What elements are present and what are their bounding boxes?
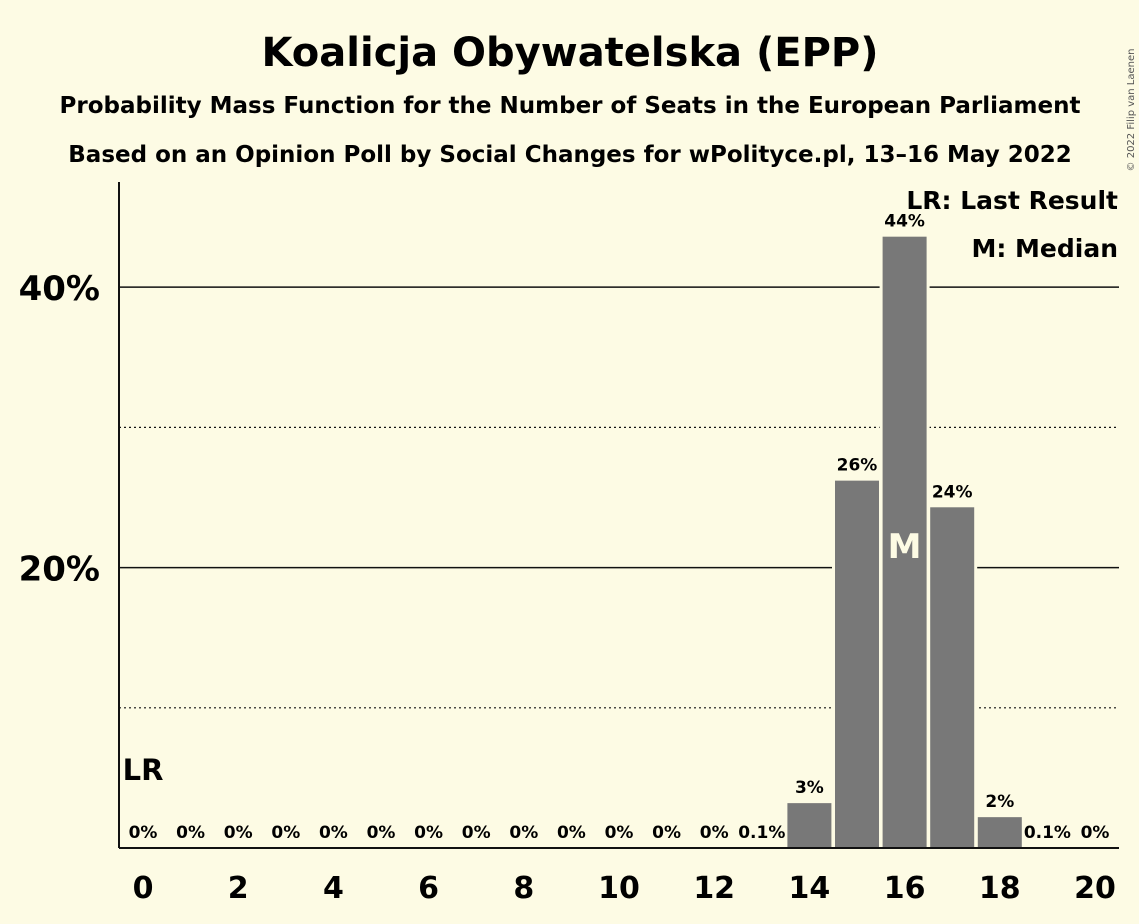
x-tick-label: 6 [418,871,439,906]
bar-value-label: 0% [462,823,491,843]
bar-value-label: 0.1% [738,823,785,843]
bar-value-label: 0% [224,823,253,843]
x-axis-ticks: 0 2 4 6 8 10 12 14 16 18 20 [133,871,1116,906]
x-tick-label: 18 [979,871,1021,906]
bar-value-label: 0% [176,823,205,843]
bar-value-label: 0% [271,823,300,843]
bar-seat-18 [977,817,1022,848]
legend-last-result: LR: Last Result [906,186,1118,215]
x-tick-label: 10 [598,871,640,906]
bar-value-label: 0% [319,823,348,843]
bar-value-labels: 0% 0% 0% 0% 0% 0% 0% 0% 0% 0% 0% 0% 0% 0.1% 3% 26% 44% 24… [129,212,1110,843]
median-marker: M [888,527,922,567]
bar-seat-15 [835,480,879,848]
y-tick-label: 40% [19,269,100,309]
chart-title: Koalicja Obywatelska (EPP) [262,30,879,76]
bar-value-label: 0% [557,823,586,843]
chart-subtitle: Probability Mass Function for the Number… [60,93,1081,119]
bar-seat-14 [787,803,832,848]
legend-median: M: Median [971,234,1118,263]
y-axis-ticks: 20% 40% [19,269,100,589]
bar-value-label: 0% [605,823,634,843]
bar-value-label: 24% [932,482,973,502]
x-tick-label: 0 [133,871,154,906]
x-tick-label: 20 [1074,871,1116,906]
bar-value-label: 0.1% [1024,823,1071,843]
bar-value-label: 0% [700,823,729,843]
bars [784,233,1025,848]
bar-value-label: 0% [129,823,158,843]
y-tick-label: 20% [19,550,100,590]
x-tick-label: 14 [789,871,831,906]
x-tick-label: 2 [228,871,249,906]
bar-value-label: 44% [884,212,925,232]
bar-value-label: 0% [1081,823,1110,843]
x-tick-label: 4 [323,871,344,906]
bar-seat-16 [882,236,927,848]
bar-value-label: 2% [985,792,1014,812]
bar-value-label: 0% [414,823,443,843]
bar-value-label: 3% [795,778,824,798]
x-tick-label: 8 [513,871,534,906]
copyright-notice: © 2022 Filip van Laenen [1126,49,1137,172]
bar-value-label: 0% [367,823,396,843]
bar-value-label: 0% [652,823,681,843]
x-tick-label: 12 [693,871,735,906]
chart-source-subtitle: Based on an Opinion Poll by Social Chang… [68,142,1071,168]
bar-value-label: 26% [837,456,878,476]
bar-seat-17 [930,507,975,848]
bar-value-label: 0% [509,823,538,843]
x-tick-label: 16 [884,871,926,906]
last-result-marker: LR [123,753,164,787]
